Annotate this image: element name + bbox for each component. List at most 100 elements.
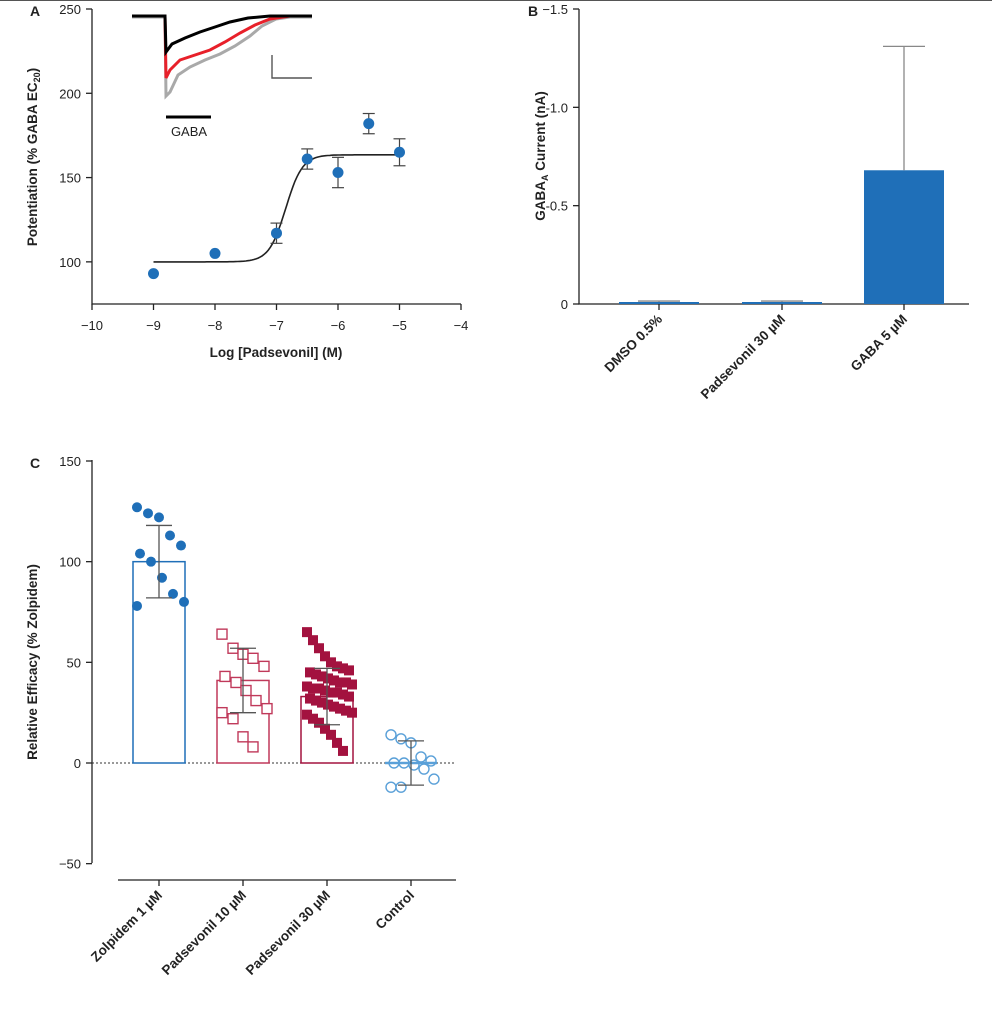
panel-a-y-tick-label: 200 (59, 86, 81, 101)
panel-c-data-point (385, 781, 397, 793)
panel-c-axes (91, 460, 456, 881)
panel-c-data-point (314, 683, 324, 694)
panel-c-x-tick-label: Padsevonil 30 µM (243, 888, 333, 978)
panel-c-data-point (132, 502, 142, 513)
panel-c-y-axis-label: Relative Efficacy (% Zolpidem) (25, 564, 40, 760)
panel-c-y-tick-label: 150 (59, 454, 81, 469)
panel-a: A 100 150 200 250 −10 −9 −8 −7 −6 −5 −4 Log [Pads… (25, 2, 468, 360)
panel-a-x-tick-label: −9 (146, 318, 161, 333)
panel-c-data-point (311, 695, 321, 706)
panel-c-data-point (428, 773, 440, 785)
panel-c-data-point (258, 660, 270, 673)
panel-c-data-point (302, 627, 312, 638)
inset-trace-red (132, 14, 312, 79)
panel-c-data-point (308, 713, 318, 724)
panel-c-data-point (338, 745, 348, 756)
panel-c-data-point (395, 781, 407, 793)
inset-trace-gray (132, 15, 312, 100)
panel-c-data-point (176, 540, 186, 551)
panel-b-bar (864, 170, 944, 304)
panel-c-data-point (323, 673, 333, 684)
inset-scale-bar (271, 55, 312, 79)
panel-c-data-point (329, 701, 339, 712)
panel-c-data-point (344, 665, 354, 676)
panel-c-data-point (132, 600, 142, 611)
panel-a-y-ticks: 100 150 200 250 (59, 2, 92, 270)
panel-c-data-point (227, 713, 239, 725)
panel-c-data-point (341, 705, 351, 716)
panel-a-x-tick-label: −6 (331, 318, 346, 333)
panel-b-y-tick-label: -1.0 (546, 100, 568, 115)
panel-c-data-point (146, 556, 156, 567)
panel-b-y-tick-label: 0 (561, 297, 568, 312)
panel-a-current-traces-inset: GABA (132, 14, 312, 139)
panel-c-data-point (302, 709, 312, 720)
panel-c-data-point (326, 657, 336, 668)
panel-c-bars (132, 502, 440, 793)
panel-c-data-point (230, 676, 242, 689)
panel-a-x-tick-label: −5 (392, 318, 407, 333)
panel-c-data-point (216, 628, 228, 640)
panel-c-x-tick-label: Control (373, 888, 418, 933)
panel-c-data-point (216, 706, 228, 719)
panel-c-data-point (385, 729, 397, 741)
panel-a-y-axis-label: Potentiation (% GABA EC20) (25, 68, 42, 246)
panel-a-data-point (209, 247, 221, 259)
panel-c-data-point (314, 717, 324, 728)
panel-c-data-point (308, 635, 318, 646)
panel-c-x-tick-label: Zolpidem 1 µM (88, 888, 165, 965)
panel-c-data-point (154, 512, 164, 523)
panel-c-data-point (247, 652, 259, 665)
panel-c-data-point (237, 731, 249, 743)
panel-c-data-point (326, 729, 336, 740)
panel-b-x-tick-label: Padsevonil 30 µM (698, 312, 788, 402)
panel-a-data-point (394, 146, 405, 158)
panel-c-letter: C (30, 455, 40, 471)
panel-a-fit-curve (153, 154, 400, 263)
panel-a-y-tick-label: 250 (59, 2, 81, 17)
panel-a-x-tick-label: −7 (269, 318, 284, 333)
panel-a-y-tick-label: 150 (59, 171, 81, 186)
panel-c-data-point (335, 703, 345, 714)
panel-c-data-point (329, 675, 339, 686)
panel-a-data-points (148, 112, 406, 280)
panel-c-data-point (347, 679, 357, 690)
panel-c-data-point (135, 548, 145, 559)
panel-c-y-tick-label: −50 (59, 857, 81, 872)
panel-c-data-point (425, 755, 437, 767)
panel-c-data-point (335, 677, 345, 688)
panel-a-data-point (271, 227, 282, 239)
panel-c-data-point (250, 694, 262, 707)
panel-b-x-tick-labels: DMSO 0.5% Padsevonil 30 µM GABA 5 µM (601, 304, 910, 402)
panel-b-y-tick-label: −1.5 (542, 2, 568, 17)
panel-b-letter: B (528, 3, 538, 19)
panel-b-y-ticks: 0 -0.5 -1.0 −1.5 (542, 2, 579, 312)
panel-c-data-point (320, 651, 330, 662)
panel-c-data-point (168, 588, 178, 599)
panel-c-data-point (395, 733, 407, 745)
panel-c-data-point (308, 683, 318, 694)
inset-trace-black (132, 14, 312, 57)
panel-c-data-point (332, 737, 342, 748)
panel-c-data-point (179, 596, 189, 607)
panel-b: B 0 -0.5 -1.0 −1.5 DMSO 0.5% Padsevonil 30 µ… (528, 2, 969, 402)
gaba-bar-label: GABA (171, 124, 207, 139)
panel-c-data-point (302, 681, 312, 692)
panel-c-data-point (261, 702, 273, 715)
panel-c-data-point (320, 723, 330, 734)
panel-b-y-axis-label: GABAA Current (nA) (533, 91, 550, 221)
panel-c-data-point (165, 530, 175, 541)
panel-a-data-point (332, 167, 344, 179)
panel-c-data-point (240, 684, 252, 697)
panel-c-data-point (341, 677, 351, 688)
panel-c-data-point (305, 667, 315, 678)
panel-b-x-tick-label: DMSO 0.5% (601, 312, 665, 376)
panel-a-x-tick-label: −8 (208, 318, 223, 333)
panel-c-y-ticks: −50 0 50 100 150 (59, 454, 92, 872)
panel-c-y-tick-label: 50 (67, 655, 81, 670)
panel-c-y-tick-label: 100 (59, 555, 81, 570)
panel-a-y-tick-label: 100 (59, 255, 81, 270)
